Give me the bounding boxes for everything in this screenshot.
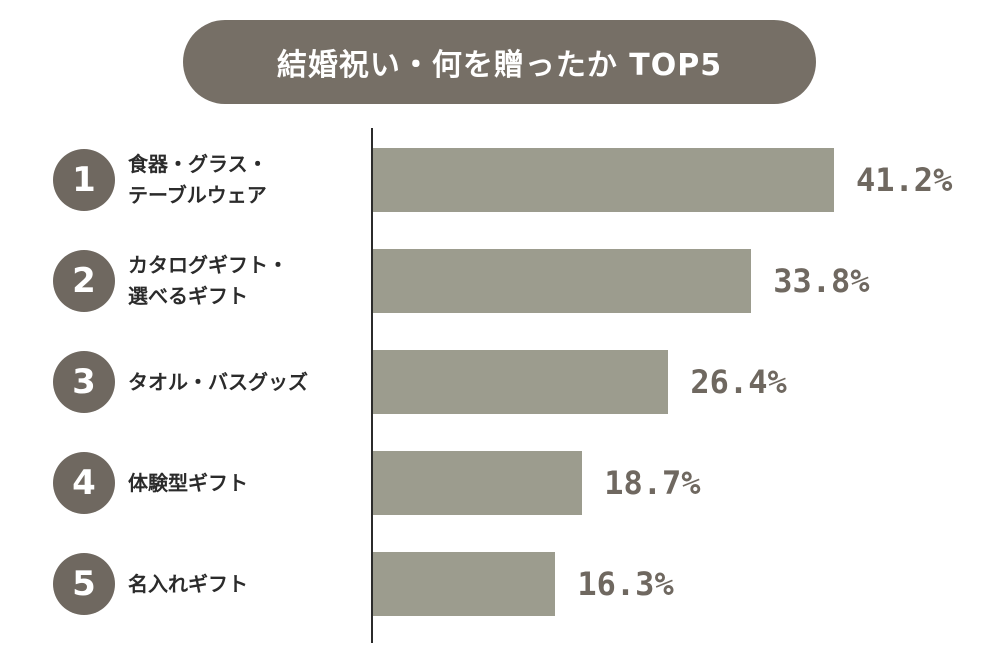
category-label-line: 選べるギフト [128,284,248,308]
value-label-5: 16.3% [577,565,674,603]
bar-1 [373,148,834,212]
value-label-2: 33.8% [773,262,870,300]
chart-title: 結婚祝い・何を贈ったか TOP5 [276,48,723,83]
value-label-4: 18.7% [604,464,701,502]
bar-2 [373,249,752,313]
bar-5 [373,552,556,616]
category-label-line: テーブルウェア [128,183,267,207]
rank-badge-2: 2 [53,250,115,312]
category-label-line: 体験型ギフト [128,470,248,495]
bar-4 [373,451,583,515]
bar-3 [373,350,669,414]
rank-badge-5: 5 [53,553,115,615]
category-label-3: タオル・バスグッズ [128,351,363,413]
rank-badge-1: 1 [53,149,115,211]
category-label-line: タオル・バスグッズ [128,369,308,394]
y-axis-line [371,128,373,643]
rank-badge-4: 4 [53,452,115,514]
value-label-3: 26.4% [690,363,787,401]
category-label-5: 名入れギフト [128,553,363,615]
category-label-1: 食器・グラス・ テーブルウェア [128,149,363,211]
category-label-line: カタログギフト・ [128,253,288,277]
category-label-line: 食器・グラス・ [128,152,268,176]
value-label-1: 41.2% [856,161,953,199]
category-label-line: 名入れギフト [128,571,248,596]
category-label-2: カタログギフト・ 選べるギフト [128,250,363,312]
rank-badge-3: 3 [53,351,115,413]
category-label-4: 体験型ギフト [128,452,363,514]
title-banner: 結婚祝い・何を贈ったか TOP5 [183,20,816,104]
